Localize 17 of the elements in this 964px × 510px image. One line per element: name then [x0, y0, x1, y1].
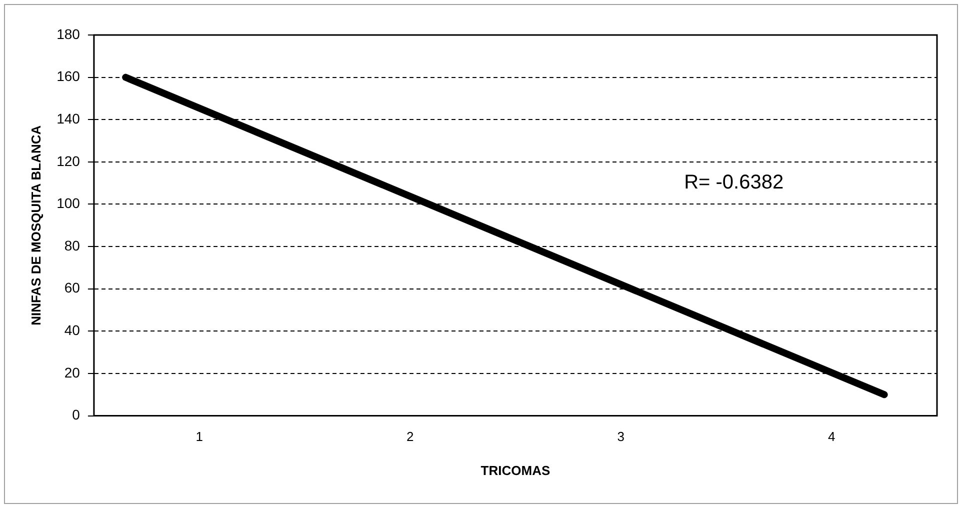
y-tick-label: 0 — [72, 406, 80, 423]
x-axis-title: TRICOMAS — [480, 462, 550, 478]
x-tick-label: 3 — [617, 429, 624, 444]
y-axis-title: NINFAS DE MOSQUITA BLANCA — [28, 124, 44, 326]
x-tick-label: 1 — [196, 429, 203, 444]
y-tick-label: 40 — [64, 322, 80, 338]
annotation: R= -0.6382 — [684, 172, 784, 194]
y-tick-label: 140 — [56, 110, 80, 126]
y-tick-label: 20 — [64, 364, 80, 380]
x-tick-label: 2 — [406, 429, 414, 444]
y-tick-label: 100 — [56, 195, 80, 212]
y-tick-label: 180 — [56, 26, 80, 42]
x-tick-label: 4 — [828, 429, 836, 444]
y-tick-label: 160 — [56, 68, 80, 84]
y-tick-label: 80 — [64, 237, 80, 254]
y-tick-label: 120 — [56, 152, 80, 169]
y-tick-label: 60 — [64, 280, 80, 296]
